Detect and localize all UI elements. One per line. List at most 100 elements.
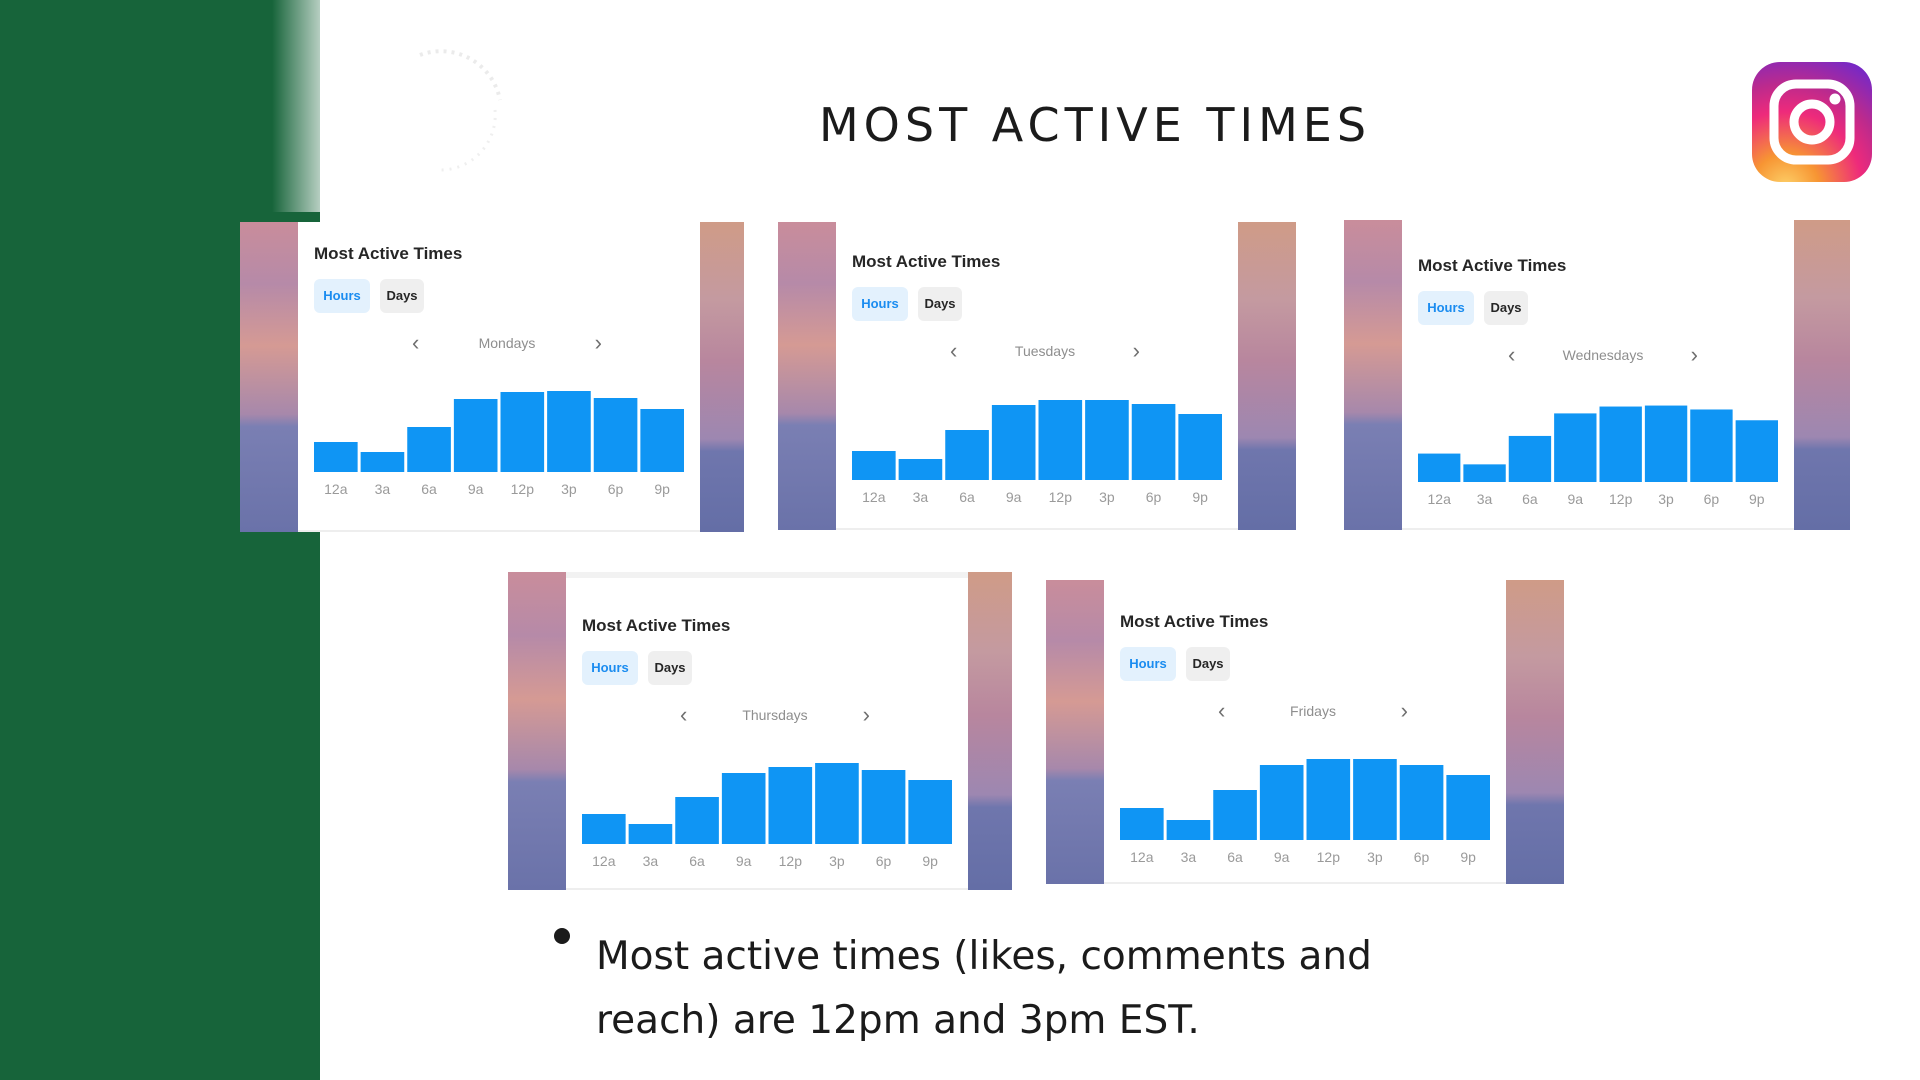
bar-6p — [593, 398, 638, 472]
tab-days[interactable]: Days — [1484, 291, 1528, 325]
chevron-right-icon[interactable]: › — [1690, 342, 1698, 367]
photo-strip-right — [1238, 222, 1296, 530]
tick-label-9a: 9a — [736, 853, 752, 869]
bullet-dot — [554, 928, 570, 944]
tick-label-3p: 3p — [1658, 491, 1674, 507]
tick-label-6p: 6p — [1146, 489, 1162, 505]
bar-6a — [945, 430, 989, 480]
tick-label-9p: 9p — [654, 481, 670, 497]
bar-9p — [908, 780, 952, 844]
bar-3a — [1463, 464, 1506, 482]
insights-card: Most Active Times Hours Days ‹ Thursdays… — [566, 572, 968, 890]
green-sidebar — [0, 0, 320, 1080]
bar-12a — [314, 442, 358, 472]
tab-days[interactable]: Days — [648, 651, 692, 685]
tick-label-3a: 3a — [1477, 491, 1493, 507]
bar-6a — [407, 427, 451, 472]
tab-hours[interactable]: Hours — [314, 279, 370, 313]
instagram-icon — [1752, 62, 1872, 182]
chevron-left-icon[interactable]: ‹ — [1508, 342, 1516, 367]
tick-label-6p: 6p — [608, 481, 624, 497]
tick-label-9a: 9a — [1006, 489, 1022, 505]
hours-bar-chart: 12a 3a 6a 9a 12p 3p 6p 9p — [1418, 405, 1778, 507]
tick-label-6a: 6a — [421, 481, 437, 497]
tick-label-9p: 9p — [1192, 489, 1208, 505]
photo-strip-right — [700, 222, 744, 532]
bar-6p — [1690, 409, 1733, 482]
tick-label-12a: 12a — [1428, 491, 1452, 507]
tick-label-3a: 3a — [1181, 849, 1197, 865]
insights-card: Most Active Times Hours Days ‹ Wednesday… — [1402, 220, 1794, 530]
bar-12a — [1120, 808, 1164, 840]
active-times-panel-wednesday: Most Active Times Hours Days ‹ Wednesday… — [1344, 220, 1850, 530]
bar-9p — [640, 409, 684, 472]
tick-label-9a: 9a — [1568, 491, 1584, 507]
day-navigator: ‹ Mondays › — [412, 332, 602, 356]
chevron-right-icon[interactable]: › — [594, 330, 602, 355]
tick-label-3p: 3p — [1367, 849, 1383, 865]
card-title: Most Active Times — [314, 244, 463, 263]
tick-label-3a: 3a — [913, 489, 929, 505]
tab-hours[interactable]: Hours — [1418, 291, 1474, 325]
day-navigator: ‹ Wednesdays › — [1508, 344, 1698, 368]
hours-bar-chart: 12a 3a 6a 9a 12p 3p 6p 9p — [1120, 759, 1490, 865]
hours-bar-chart: 12a 3a 6a 9a 12p 3p 6p 9p — [314, 391, 684, 497]
slide-title: MOST ACTIVE TIMES — [818, 98, 1372, 152]
day-navigator: ‹ Thursdays › — [680, 704, 870, 728]
chevron-left-icon[interactable]: ‹ — [680, 702, 688, 727]
bar-3a — [628, 824, 673, 844]
photo-strip-left — [1344, 220, 1402, 530]
tab-hours[interactable]: Hours — [852, 287, 908, 321]
hours-bar-chart: 12a 3a 6a 9a 12p 3p 6p 9p — [852, 400, 1222, 505]
photo-strip-right — [968, 572, 1012, 890]
bar-12p — [1306, 759, 1351, 840]
tab-hours[interactable]: Hours — [1120, 647, 1176, 681]
bar-12a — [852, 451, 896, 480]
tab-hours[interactable]: Hours — [582, 651, 638, 685]
bar-12a — [1418, 453, 1461, 482]
tick-label-12a: 12a — [324, 481, 348, 497]
active-times-panel-thursday: Most Active Times Hours Days ‹ Thursdays… — [508, 572, 1012, 890]
tab-days[interactable]: Days — [380, 279, 424, 313]
faded-logo-watermark — [419, 49, 502, 172]
sidebar-fade — [272, 0, 342, 212]
bar-3p — [1085, 400, 1129, 480]
tick-label-12p: 12p — [1609, 491, 1633, 507]
bar-3a — [1166, 820, 1211, 840]
tick-label-6p: 6p — [1704, 491, 1720, 507]
chevron-left-icon[interactable]: ‹ — [950, 338, 958, 363]
bar-9p — [1446, 775, 1490, 840]
chevron-left-icon[interactable]: ‹ — [412, 330, 420, 355]
bar-9p — [1178, 414, 1222, 480]
tick-label-9p: 9p — [1749, 491, 1765, 507]
bar-12p — [1599, 406, 1642, 482]
card-title: Most Active Times — [852, 252, 1001, 271]
bar-12p — [500, 392, 545, 472]
chevron-right-icon[interactable]: › — [862, 702, 870, 727]
chevron-left-icon[interactable]: ‹ — [1218, 698, 1226, 723]
tab-days[interactable]: Days — [1186, 647, 1230, 681]
tick-label-3a: 3a — [643, 853, 659, 869]
active-times-panel-tuesday: Most Active Times Hours Days ‹ Tuesdays … — [778, 222, 1296, 530]
day-label: Wednesdays — [1562, 347, 1644, 363]
photo-strip-left — [508, 572, 566, 890]
active-times-panel-monday: Most Active Times Hours Days ‹ Mondays ›… — [240, 222, 744, 532]
bar-9a — [721, 773, 766, 844]
bar-9a — [1554, 413, 1597, 482]
bar-6a — [1213, 790, 1257, 840]
day-label: Tuesdays — [1014, 343, 1076, 359]
tick-label-6a: 6a — [959, 489, 975, 505]
bar-9a — [991, 405, 1036, 480]
photo-strip-left — [1046, 580, 1104, 884]
tick-label-3p: 3p — [561, 481, 577, 497]
insights-card: Most Active Times Hours Days ‹ Tuesdays … — [836, 222, 1238, 530]
tick-label-3p: 3p — [829, 853, 845, 869]
chevron-right-icon[interactable]: › — [1400, 698, 1408, 723]
bar-12a — [582, 814, 626, 844]
chevron-right-icon[interactable]: › — [1132, 338, 1140, 363]
bar-9p — [1735, 420, 1778, 482]
tab-days[interactable]: Days — [918, 287, 962, 321]
card-title: Most Active Times — [1418, 256, 1567, 275]
tick-label-9p: 9p — [922, 853, 938, 869]
active-times-panel-friday: Most Active Times Hours Days ‹ Fridays ›… — [1046, 580, 1564, 884]
